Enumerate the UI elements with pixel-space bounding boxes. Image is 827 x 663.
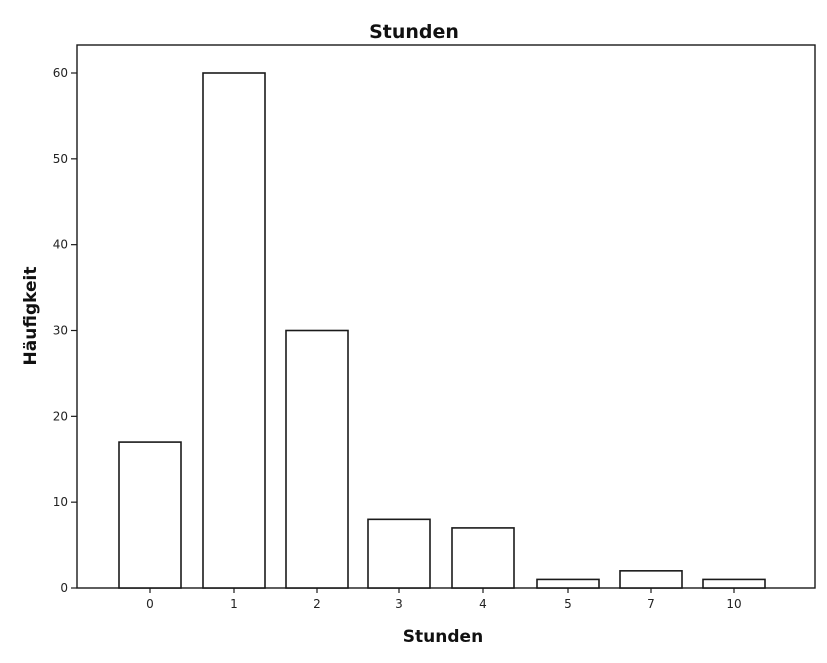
x-tick-label: 4 [479, 597, 487, 611]
bar-0 [118, 441, 182, 589]
x-tick-label: 2 [313, 597, 321, 611]
plot-area-frame [76, 44, 816, 589]
x-axis: 0 1 2 3 4 5 7 10 [146, 588, 742, 611]
x-tick-label: 1 [230, 597, 238, 611]
y-tick-label: 30 [53, 324, 68, 338]
y-tick-label: 50 [53, 152, 68, 166]
y-tick-label: 10 [53, 495, 68, 509]
x-tick-label: 0 [146, 597, 154, 611]
bars-group [118, 72, 766, 589]
bar-10 [702, 578, 766, 589]
x-axis-title: Stunden [403, 627, 483, 647]
bar-3 [367, 518, 431, 589]
bar-4 [451, 527, 515, 589]
y-axis: 0 10 20 30 40 50 60 [53, 66, 77, 595]
y-tick-label: 0 [60, 581, 68, 595]
y-tick-label: 40 [53, 238, 68, 252]
x-tick-label: 7 [647, 597, 655, 611]
bar-5 [536, 578, 600, 589]
y-tick-label: 20 [53, 409, 68, 423]
y-axis-title: Häufigkeit [21, 267, 41, 366]
bar-7 [619, 570, 683, 589]
x-tick-label: 10 [726, 597, 741, 611]
bar-1 [202, 72, 266, 589]
x-tick-label: 5 [564, 597, 572, 611]
bar-2 [285, 329, 349, 589]
y-tick-label: 60 [53, 66, 68, 80]
chart-title: Stunden [369, 21, 459, 43]
x-tick-label: 3 [395, 597, 403, 611]
